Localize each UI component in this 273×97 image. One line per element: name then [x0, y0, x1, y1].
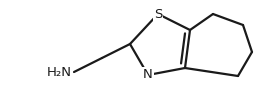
Text: S: S	[154, 7, 162, 20]
Text: H₂N: H₂N	[47, 65, 72, 78]
Text: N: N	[143, 68, 153, 81]
